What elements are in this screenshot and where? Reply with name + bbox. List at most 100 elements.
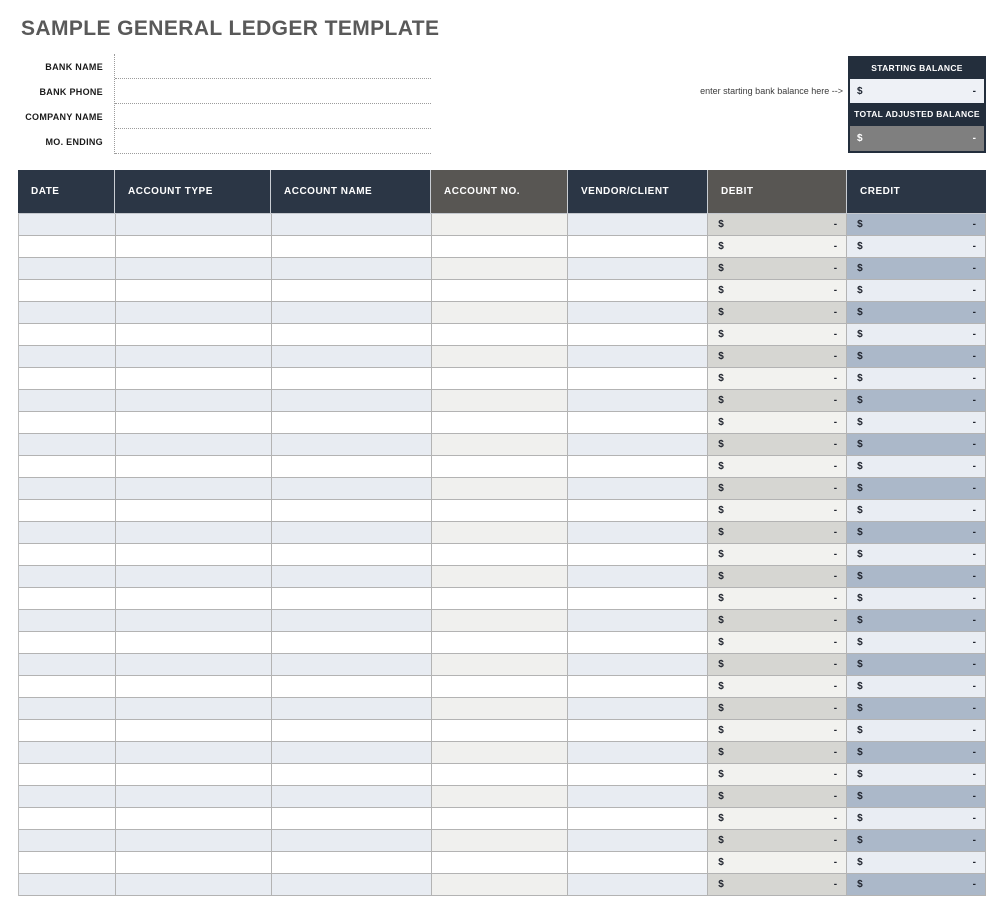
cell-debit[interactable]: $ - — [708, 324, 848, 346]
cell-debit[interactable]: $ - — [708, 566, 848, 588]
cell-account-name[interactable] — [271, 852, 432, 874]
cell-account-type[interactable] — [115, 434, 272, 456]
cell-account-no[interactable] — [431, 830, 569, 852]
cell-account-type[interactable] — [115, 258, 272, 280]
cell-debit[interactable]: $ - — [708, 478, 848, 500]
cell-vendor-client[interactable] — [568, 588, 709, 610]
cell-date[interactable] — [19, 610, 116, 632]
cell-date[interactable] — [19, 522, 116, 544]
cell-credit[interactable]: $ - — [847, 346, 986, 368]
cell-date[interactable] — [19, 346, 116, 368]
cell-credit[interactable]: $ - — [847, 324, 986, 346]
cell-account-type[interactable] — [115, 852, 272, 874]
cell-account-type[interactable] — [115, 676, 272, 698]
cell-vendor-client[interactable] — [568, 786, 709, 808]
cell-account-name[interactable] — [271, 434, 432, 456]
cell-account-type[interactable] — [115, 522, 272, 544]
cell-account-no[interactable] — [431, 522, 569, 544]
cell-credit[interactable]: $ - — [847, 676, 986, 698]
cell-account-no[interactable] — [431, 456, 569, 478]
cell-debit[interactable]: $ - — [708, 522, 848, 544]
cell-account-no[interactable] — [431, 786, 569, 808]
cell-credit[interactable]: $ - — [847, 280, 986, 302]
cell-debit[interactable]: $ - — [708, 742, 848, 764]
cell-account-type[interactable] — [115, 720, 272, 742]
cell-account-no[interactable] — [431, 390, 569, 412]
cell-account-name[interactable] — [271, 302, 432, 324]
cell-account-no[interactable] — [431, 236, 569, 258]
cell-debit[interactable]: $ - — [708, 610, 848, 632]
cell-debit[interactable]: $ - — [708, 764, 848, 786]
cell-vendor-client[interactable] — [568, 632, 709, 654]
cell-debit[interactable]: $ - — [708, 258, 848, 280]
cell-account-type[interactable] — [115, 632, 272, 654]
cell-debit[interactable]: $ - — [708, 302, 848, 324]
cell-account-no[interactable] — [431, 500, 569, 522]
cell-date[interactable] — [19, 500, 116, 522]
cell-credit[interactable]: $ - — [847, 698, 986, 720]
cell-account-no[interactable] — [431, 280, 569, 302]
cell-date[interactable] — [19, 808, 116, 830]
cell-debit[interactable]: $ - — [708, 632, 848, 654]
cell-credit[interactable]: $ - — [847, 478, 986, 500]
cell-debit[interactable]: $ - — [708, 456, 848, 478]
cell-account-no[interactable] — [431, 764, 569, 786]
cell-date[interactable] — [19, 764, 116, 786]
cell-vendor-client[interactable] — [568, 434, 709, 456]
cell-credit[interactable]: $ - — [847, 852, 986, 874]
cell-vendor-client[interactable] — [568, 742, 709, 764]
cell-account-name[interactable] — [271, 522, 432, 544]
cell-account-no[interactable] — [431, 566, 569, 588]
cell-vendor-client[interactable] — [568, 676, 709, 698]
cell-account-name[interactable] — [271, 236, 432, 258]
cell-date[interactable] — [19, 830, 116, 852]
cell-date[interactable] — [19, 236, 116, 258]
cell-account-no[interactable] — [431, 610, 569, 632]
cell-vendor-client[interactable] — [568, 214, 709, 236]
cell-vendor-client[interactable] — [568, 764, 709, 786]
cell-account-no[interactable] — [431, 478, 569, 500]
cell-date[interactable] — [19, 852, 116, 874]
cell-account-name[interactable] — [271, 368, 432, 390]
cell-account-no[interactable] — [431, 808, 569, 830]
cell-account-name[interactable] — [271, 874, 432, 896]
cell-account-type[interactable] — [115, 654, 272, 676]
cell-vendor-client[interactable] — [568, 258, 709, 280]
cell-debit[interactable]: $ - — [708, 786, 848, 808]
cell-account-no[interactable] — [431, 698, 569, 720]
cell-account-type[interactable] — [115, 610, 272, 632]
cell-vendor-client[interactable] — [568, 280, 709, 302]
cell-account-name[interactable] — [271, 698, 432, 720]
cell-credit[interactable]: $ - — [847, 302, 986, 324]
cell-debit[interactable]: $ - — [708, 676, 848, 698]
cell-date[interactable] — [19, 390, 116, 412]
cell-credit[interactable]: $ - — [847, 654, 986, 676]
cell-credit[interactable]: $ - — [847, 588, 986, 610]
cell-account-name[interactable] — [271, 412, 432, 434]
cell-date[interactable] — [19, 280, 116, 302]
form-input-bank-phone[interactable] — [115, 79, 431, 104]
cell-account-name[interactable] — [271, 786, 432, 808]
cell-date[interactable] — [19, 478, 116, 500]
cell-credit[interactable]: $ - — [847, 610, 986, 632]
cell-account-name[interactable] — [271, 324, 432, 346]
cell-vendor-client[interactable] — [568, 610, 709, 632]
cell-debit[interactable]: $ - — [708, 654, 848, 676]
cell-debit[interactable]: $ - — [708, 236, 848, 258]
cell-vendor-client[interactable] — [568, 236, 709, 258]
cell-vendor-client[interactable] — [568, 698, 709, 720]
cell-date[interactable] — [19, 456, 116, 478]
cell-account-type[interactable] — [115, 214, 272, 236]
cell-credit[interactable]: $ - — [847, 500, 986, 522]
cell-vendor-client[interactable] — [568, 720, 709, 742]
cell-debit[interactable]: $ - — [708, 368, 848, 390]
cell-account-no[interactable] — [431, 214, 569, 236]
cell-account-type[interactable] — [115, 874, 272, 896]
cell-credit[interactable]: $ - — [847, 522, 986, 544]
cell-account-no[interactable] — [431, 852, 569, 874]
cell-credit[interactable]: $ - — [847, 830, 986, 852]
cell-account-type[interactable] — [115, 742, 272, 764]
cell-account-name[interactable] — [271, 500, 432, 522]
cell-debit[interactable]: $ - — [708, 544, 848, 566]
cell-account-type[interactable] — [115, 764, 272, 786]
